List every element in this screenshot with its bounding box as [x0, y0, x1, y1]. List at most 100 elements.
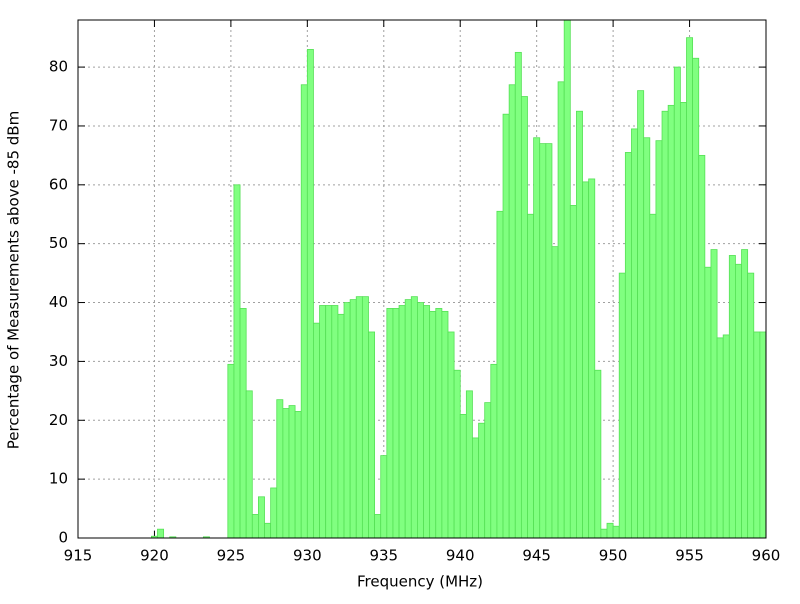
bar: [319, 305, 327, 539]
bar: [612, 525, 620, 539]
bar: [233, 184, 241, 539]
bar: [569, 205, 577, 539]
bar: [459, 413, 467, 539]
bar: [441, 310, 449, 539]
bar: [661, 110, 669, 539]
bar: [465, 390, 473, 539]
bar: [258, 496, 265, 539]
y-tick-label: 80: [49, 58, 68, 76]
y-tick-label: 70: [49, 116, 68, 134]
x-tick-label: 925: [217, 547, 246, 565]
bar: [490, 363, 498, 539]
bar: [276, 399, 284, 539]
bar: [655, 140, 663, 539]
y-tick-label: 30: [49, 352, 68, 370]
bar: [520, 96, 528, 539]
bar: [410, 296, 418, 539]
x-tick-label: 935: [369, 547, 398, 565]
bar: [514, 51, 522, 539]
bar: [698, 154, 706, 539]
bar: [264, 522, 272, 539]
bar: [533, 137, 541, 539]
bar: [747, 272, 755, 539]
bar: [545, 143, 553, 539]
bar: [649, 213, 657, 539]
bar: [484, 402, 492, 539]
bar: [361, 296, 369, 539]
bar: [728, 255, 736, 539]
bar: [157, 528, 165, 539]
x-tick-label: 945: [522, 547, 551, 565]
bar: [527, 213, 535, 539]
bar: [300, 84, 308, 539]
x-tick-label: 940: [446, 547, 475, 565]
bar: [692, 57, 700, 539]
bar: [753, 331, 761, 539]
x-axis-label: Frequency (MHz): [357, 573, 483, 591]
bar: [502, 113, 510, 539]
y-axis-label: Percentage of Measurements above -85 dBm: [5, 111, 23, 449]
bar: [343, 302, 351, 539]
bar: [624, 152, 632, 539]
bar: [679, 102, 687, 539]
bar: [239, 308, 247, 539]
y-tick-label: 10: [49, 470, 68, 488]
bar: [404, 299, 412, 539]
bar: [447, 331, 455, 539]
bar: [686, 37, 694, 539]
bar: [508, 84, 516, 539]
bar: [673, 66, 681, 539]
y-tick-label: 40: [49, 293, 68, 311]
bar: [227, 363, 235, 539]
bar: [576, 110, 583, 539]
bar: [557, 81, 565, 539]
bar: [606, 522, 614, 539]
bar: [722, 334, 730, 539]
y-tick-label: 0: [58, 529, 68, 547]
bar: [539, 143, 547, 539]
bar: [313, 322, 320, 539]
bar: [759, 331, 767, 539]
bar: [741, 249, 749, 539]
y-tick-label: 50: [49, 234, 68, 252]
bar: [618, 272, 626, 539]
bar: [637, 90, 645, 539]
bar: [600, 528, 608, 539]
bar: [435, 308, 443, 539]
bar: [368, 331, 376, 539]
bar: [325, 305, 333, 539]
bar: [245, 390, 253, 539]
x-tick-label: 955: [675, 547, 704, 565]
bar: [380, 455, 388, 539]
bar: [270, 487, 278, 539]
bar: [251, 514, 259, 539]
bar: [563, 19, 571, 539]
bar: [582, 181, 590, 539]
bar: [453, 369, 461, 539]
bar: [386, 308, 394, 539]
bar: [423, 305, 431, 539]
bar: [631, 128, 638, 539]
bar: [594, 369, 602, 539]
bar: [710, 249, 718, 539]
bar: [496, 210, 504, 539]
bar: [417, 302, 424, 539]
bar: [735, 263, 742, 539]
x-tick-label: 950: [599, 547, 628, 565]
bar: [398, 305, 406, 539]
bar: [478, 422, 486, 539]
x-tick-label: 930: [293, 547, 322, 565]
y-tick-label: 20: [49, 411, 68, 429]
plot-frame: [77, 19, 767, 539]
bar: [294, 411, 302, 539]
bar: [429, 310, 437, 539]
bar: [349, 299, 357, 539]
bar: [588, 178, 596, 539]
bar: [716, 337, 724, 539]
bar: [551, 246, 559, 539]
x-tick-label: 920: [140, 547, 169, 565]
bar: [331, 305, 339, 539]
bar: [337, 313, 345, 539]
x-tick-label: 960: [752, 547, 781, 565]
